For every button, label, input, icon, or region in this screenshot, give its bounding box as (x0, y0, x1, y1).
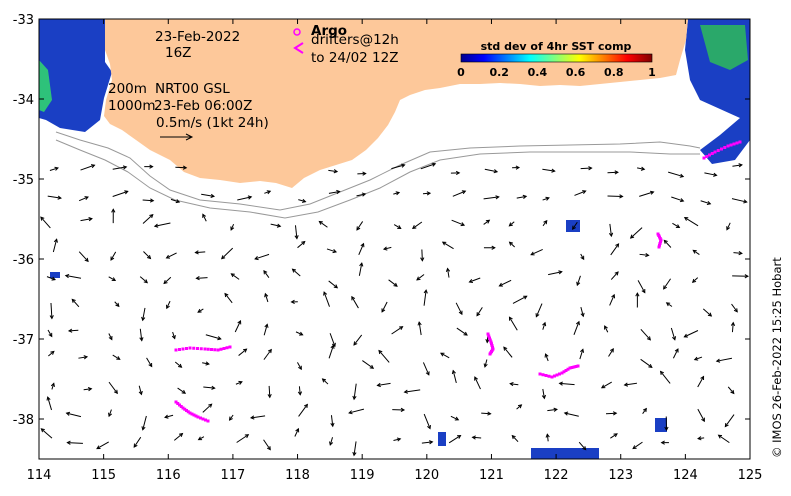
sst-patch-s3 (655, 418, 667, 432)
isobath-label-1000m: 1000m (108, 100, 156, 114)
x-tick-label: 116 (156, 468, 181, 483)
x-tick-label: 124 (673, 468, 698, 483)
x-tick-label: 119 (350, 468, 375, 483)
colorbar-tick-label: 1 (648, 66, 656, 79)
drifters-label-2: to 24/02 12Z (311, 52, 398, 66)
x-tick-label: 121 (479, 468, 504, 483)
x-tick-label: 123 (608, 468, 633, 483)
x-tick-label: 117 (220, 468, 245, 483)
y-tick-label: -37 (13, 333, 34, 348)
sst-patch-s2 (438, 432, 446, 446)
x-tick-label: 125 (738, 468, 763, 483)
isobath-label-200m: 200m (108, 83, 147, 97)
colorbar-tick-label: 0 (457, 66, 465, 79)
scale-label: 0.5m/s (1kt 24h) (156, 117, 269, 131)
sst-patch-w2 (50, 272, 60, 278)
colorbar-tick-label: 0.6 (566, 66, 586, 79)
credit-text: © IMOS 26-Feb-2022 15:25 Hobart (770, 257, 784, 458)
y-tick-label: -34 (13, 93, 34, 108)
sst-patch-s1 (531, 448, 599, 459)
colorbar-tick-label: 0.4 (528, 66, 548, 79)
colorbar-tick-label: 0.8 (604, 66, 624, 79)
colorbar-tick-label: 0.2 (489, 66, 509, 79)
x-tick-label: 122 (544, 468, 569, 483)
x-tick-label: 115 (91, 468, 116, 483)
drifters-label-1: drifters@12h (311, 34, 399, 48)
y-tick-label: -36 (13, 253, 34, 268)
y-tick-label: -33 (13, 13, 34, 28)
date-label-1: 23-Feb-2022 (155, 31, 240, 45)
product-label: NRT00 GSL (155, 83, 230, 97)
product-date: 23-Feb 06:00Z (154, 100, 252, 114)
x-tick-label: 118 (285, 468, 310, 483)
y-tick-label: -38 (13, 413, 34, 428)
x-tick-label: 114 (27, 468, 52, 483)
x-tick-label: 120 (414, 468, 439, 483)
y-tick-label: -35 (13, 173, 34, 188)
date-label-2: 16Z (165, 47, 191, 61)
colorbar-title: std dev of 4hr SST comp (481, 40, 632, 53)
colorbar-bar (461, 54, 652, 62)
